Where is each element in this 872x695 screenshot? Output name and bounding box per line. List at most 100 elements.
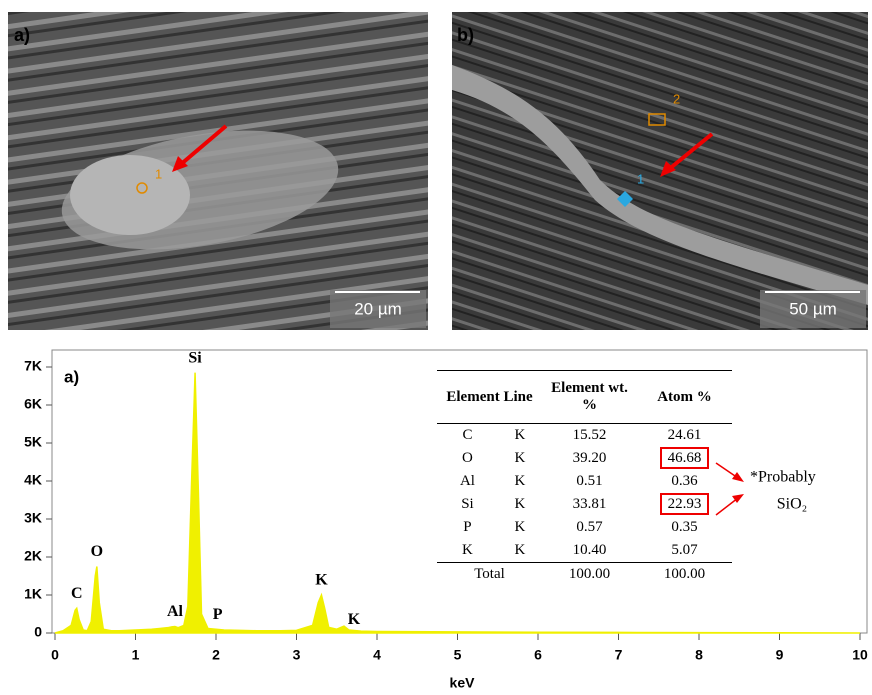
table-row: Al K 0.51 0.36	[437, 470, 732, 493]
cell-text: K	[462, 542, 473, 558]
cell-text: K	[514, 542, 526, 558]
x-tick-label: 2	[212, 647, 220, 663]
table-cell: 22.93	[637, 493, 732, 516]
y-tick-label: 3K	[24, 510, 42, 526]
table-cell: C	[437, 424, 498, 448]
scale-bar-label: 50 µm	[789, 299, 837, 318]
panel-label: b)	[457, 25, 474, 45]
y-tick-label: 4K	[24, 472, 42, 488]
y-tick-label: 0	[34, 624, 42, 640]
table-cell: Total	[437, 562, 542, 586]
cell-text: 100.00	[568, 566, 611, 582]
table-cell: 46.68	[637, 447, 732, 470]
spectrum	[54, 372, 861, 634]
table-cell: 10.40	[542, 539, 637, 563]
table-cell: Si	[437, 493, 498, 516]
table-row: P K 0.57 0.35	[437, 516, 732, 539]
x-tick-label: 8	[695, 647, 703, 663]
table-cell: Element wt. %	[542, 370, 637, 424]
table-row: C K 15.52 24.61	[437, 424, 732, 448]
table-cell: K	[498, 539, 542, 563]
cell-text: Total	[474, 566, 505, 582]
panel-label: a)	[14, 25, 30, 45]
cell-text: Element wt. %	[551, 380, 628, 413]
y-tick-label: 1K	[24, 586, 42, 602]
table-cell: 39.20	[542, 447, 637, 470]
x-tick-label: 9	[776, 647, 784, 663]
table-cell: O	[437, 447, 498, 470]
peak-label: Si	[188, 349, 202, 366]
table-cell: K	[498, 447, 542, 470]
panel-label: a)	[64, 367, 79, 386]
cell-text: C	[462, 427, 473, 443]
table-cell: 100.00	[637, 562, 732, 586]
peak-label: O	[91, 543, 103, 560]
y-tick-label: 5K	[24, 434, 42, 450]
cell-text: 33.81	[572, 496, 607, 512]
note: *Probably	[750, 469, 816, 486]
x-tick-label: 3	[293, 647, 301, 663]
peak-label: K	[348, 611, 361, 628]
x-tick-label: 6	[534, 647, 542, 663]
x-tick-label: 5	[454, 647, 462, 663]
table-cell: 0.51	[542, 470, 637, 493]
table-cell: K	[498, 516, 542, 539]
table-cell: 0.36	[637, 470, 732, 493]
y-tick-label: 2K	[24, 548, 42, 564]
point-label: 1	[637, 171, 644, 186]
cell-text: 0.35	[671, 519, 698, 535]
cell-text: 0.36	[671, 473, 698, 489]
cell-text: K	[514, 473, 526, 489]
table-row: Si K 33.81 22.93	[437, 493, 732, 516]
table-cell: K	[498, 470, 542, 493]
table-cell: K	[437, 539, 498, 563]
x-tick-label: 10	[852, 647, 868, 663]
table-cell: 0.35	[637, 516, 732, 539]
sem-image-a	[8, 12, 428, 330]
x-tick-label: 4	[373, 647, 381, 663]
cell-text: 10.40	[572, 542, 607, 558]
table-cell: P	[437, 516, 498, 539]
note: SiO₂	[777, 496, 807, 513]
table-cell: 33.81	[542, 493, 637, 516]
cell-text: 24.61	[667, 427, 702, 443]
note-arrows	[715, 462, 744, 516]
cell-text: K	[514, 496, 526, 512]
y-tick-label: 7K	[24, 358, 42, 374]
cell-text: 22.93	[659, 493, 710, 515]
table-cell: 5.07	[637, 539, 732, 563]
sem-image-b	[452, 12, 868, 330]
table-row: O K 39.20 46.68	[437, 447, 732, 470]
cell-text: K	[514, 427, 526, 443]
y-tick-label: 6K	[24, 396, 42, 412]
x-axis-label: keV	[450, 675, 476, 691]
table-cell: Element Line	[437, 370, 542, 424]
point-label: 2	[673, 91, 680, 106]
cell-text: 5.07	[671, 542, 698, 558]
table-row: Total 100.00 100.00	[437, 562, 732, 586]
table-cell: Atom %	[637, 370, 732, 424]
peak-label: P	[213, 606, 223, 623]
cell-text: Atom %	[657, 388, 712, 405]
cell-text: 46.68	[659, 447, 710, 469]
peak-label: Al	[167, 603, 184, 620]
cell-text: O	[462, 450, 473, 466]
x-tick-label: 0	[51, 647, 59, 663]
point-label: 1	[155, 166, 162, 181]
table-cell: 100.00	[542, 562, 637, 586]
cell-text: P	[463, 519, 472, 535]
scale-bar-label: 20 µm	[354, 299, 402, 318]
cell-text: 15.52	[572, 427, 607, 443]
table-row: K K 10.40 5.07	[437, 539, 732, 563]
table-cell: Al	[437, 470, 498, 493]
cell-text: Si	[461, 496, 474, 512]
cell-text: 0.51	[576, 473, 603, 489]
cell-text: 100.00	[663, 566, 706, 582]
composition-table: Element Line Element wt. % Atom % C K 15.52 24…	[437, 370, 732, 586]
peak-label: C	[71, 585, 83, 602]
peak-label: K	[315, 572, 328, 589]
cell-text: Al	[459, 473, 475, 489]
cell-text: 0.57	[576, 519, 603, 535]
